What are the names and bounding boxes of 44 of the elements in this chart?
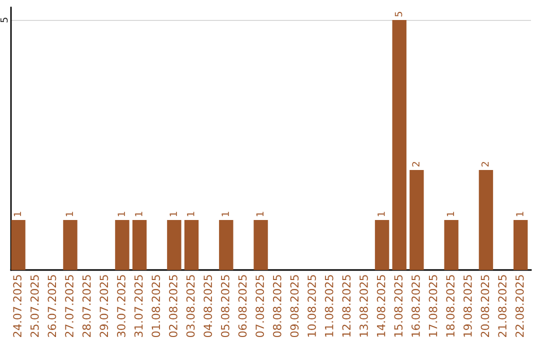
x-tick-label: 14.08.2025 [376,275,386,337]
x-tick-label: 27.07.2025 [65,275,74,337]
x-tick-label: 02.08.2025 [168,275,178,338]
x-tick-label: 15.08.2025 [394,275,403,337]
x-tick-label: 09.08.2025 [290,275,299,338]
x-tick-label: 25.07.2025 [30,275,39,337]
x-tick-label: 26.07.2025 [48,275,56,337]
data-label: 1 [118,212,125,216]
x-tick-label: 07.08.2025 [256,275,264,338]
x-tick-label: 29.07.2025 [100,275,108,337]
data-label: 1 [222,212,229,216]
x-tick-label: 17.08.2025 [428,275,438,337]
data-label: 1 [256,212,264,216]
x-tick-label: 13.08.2025 [360,275,368,337]
x-tick-label: 11.08.2025 [324,275,334,337]
data-label: 1 [170,212,177,216]
x-tick-label: 28.07.2025 [82,275,91,337]
x-tick-label: 20.08.2025 [480,275,490,337]
x-tick-label: 30.07.2025 [117,275,126,337]
data-label: 2 [412,162,420,167]
data-label: 1 [135,212,142,216]
x-tick-label: 03.08.2025 [186,275,195,338]
data-label: 1 [66,212,73,216]
x-tick-label: 05.08.2025 [220,275,230,338]
x-tick-label: 10.08.2025 [308,275,316,337]
x-tick-label: 19.08.2025 [463,275,472,337]
x-tick-label: 24.07.2025 [13,275,22,337]
x-tick-label: 31.07.2025 [134,275,143,337]
x-tick-label: 22.08.2025 [515,275,524,337]
data-label: 1 [187,212,194,216]
data-label: 1 [14,212,21,216]
x-tick-label: 12.08.2025 [342,275,351,337]
data-label: 2 [481,162,489,167]
data-label: 1 [378,212,385,216]
x-tick-label: 06.08.2025 [238,275,247,338]
x-tick-label: 08.08.2025 [272,275,282,338]
x-tick-label: 21.08.2025 [498,275,507,337]
x-tick-label: 01.08.2025 [152,275,160,338]
x-tick-label: 16.08.2025 [411,275,420,337]
data-label: 1 [516,212,524,216]
data-label: 1 [446,212,454,216]
x-tick-label: 18.08.2025 [446,275,455,337]
x-tick-label: 04.08.2025 [204,275,212,338]
data-label: 5 [394,12,402,16]
